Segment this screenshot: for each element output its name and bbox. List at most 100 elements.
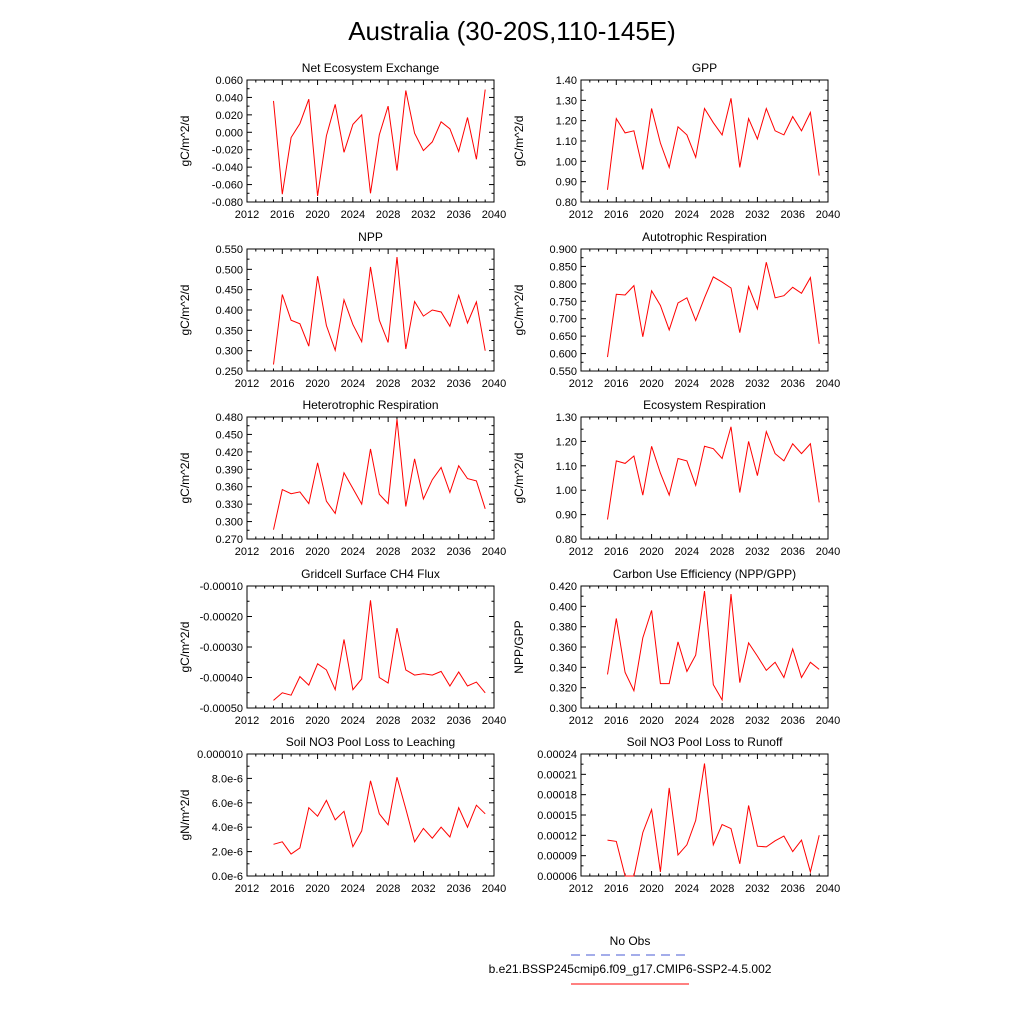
y-axis-label: gC/m^2/d bbox=[178, 116, 192, 167]
y-tick-label: -0.020 bbox=[212, 145, 243, 157]
y-tick-label: -0.00010 bbox=[200, 581, 243, 593]
series-line-0 bbox=[607, 98, 820, 190]
plot-frame bbox=[580, 79, 829, 203]
y-tick-label: 0.300 bbox=[215, 517, 243, 529]
x-tick-label: 2032 bbox=[745, 209, 769, 221]
y-tick-label: 0.00015 bbox=[537, 810, 577, 822]
x-tick-label: 2032 bbox=[745, 378, 769, 390]
x-tick-label: 2016 bbox=[270, 883, 294, 895]
y-tick-label: 2.0e-6 bbox=[212, 847, 243, 859]
x-tick-label: 2024 bbox=[341, 209, 365, 221]
x-tick-label: 2024 bbox=[341, 715, 365, 727]
x-tick-label: 2036 bbox=[780, 378, 804, 390]
y-tick-label: 1.30 bbox=[556, 95, 577, 107]
x-tick-label: 2024 bbox=[675, 546, 699, 558]
y-axis-label: gC/m^2/d bbox=[512, 285, 526, 336]
x-tick-label: 2036 bbox=[780, 715, 804, 727]
x-tick-label: 2024 bbox=[341, 883, 365, 895]
x-tick-label: 2012 bbox=[235, 209, 259, 221]
y-tick-label: 0.00012 bbox=[537, 830, 577, 842]
x-tick-label: 2028 bbox=[376, 715, 400, 727]
x-tick-label: 2012 bbox=[235, 883, 259, 895]
x-tick-label: 2028 bbox=[376, 883, 400, 895]
chart-panel-6: Gridcell Surface CH4 Flux gC/m^2/d 2012 201… bbox=[178, 567, 506, 727]
y-tick-label: 1.40 bbox=[556, 75, 577, 87]
y-tick-label: 0.80 bbox=[556, 197, 577, 209]
panel-title: Heterotrophic Respiration bbox=[302, 398, 438, 412]
y-tick-label: -0.060 bbox=[212, 180, 243, 192]
x-tick-label: 2036 bbox=[446, 546, 470, 558]
x-tick-label: 2032 bbox=[745, 546, 769, 558]
y-tick-label: 0.250 bbox=[215, 366, 243, 378]
y-axis-label: NPP/GPP bbox=[512, 620, 526, 673]
y-tick-label: 0.320 bbox=[549, 683, 577, 695]
y-tick-label: 1.20 bbox=[556, 436, 577, 448]
figure-title: Australia (30-20S,110-145E) bbox=[348, 16, 676, 46]
y-tick-label: 0.550 bbox=[215, 244, 243, 256]
y-tick-label: 0.480 bbox=[215, 412, 243, 424]
x-tick-label: 2036 bbox=[446, 209, 470, 221]
y-tick-label: 0.270 bbox=[215, 534, 243, 546]
series-line-0 bbox=[273, 600, 486, 701]
x-tick-label: 2020 bbox=[305, 546, 329, 558]
y-tick-label: -0.00040 bbox=[200, 673, 243, 685]
x-tick-label: 2016 bbox=[604, 209, 628, 221]
x-tick-label: 2012 bbox=[569, 883, 593, 895]
y-tick-label: -0.00020 bbox=[200, 612, 243, 624]
legend: No Obs b.e21.BSSP245cmip6.f09_g17.CMIP6-… bbox=[489, 934, 772, 985]
x-tick-label: 2036 bbox=[780, 883, 804, 895]
x-tick-label: 2032 bbox=[411, 546, 435, 558]
chart-panel-8: Soil NO3 Pool Loss to Leaching gN/m^2/d 20… bbox=[178, 735, 506, 895]
panels-group: Net Ecosystem Exchange gC/m^2/d 2012 2016 20… bbox=[178, 61, 840, 895]
x-tick-label: 2012 bbox=[569, 715, 593, 727]
chart-panel-2: NPP gC/m^2/d 2012 2016 2020 2024 2028 2032 2036 2… bbox=[178, 230, 506, 390]
x-tick-label: 2032 bbox=[411, 378, 435, 390]
x-tick-label: 2040 bbox=[816, 209, 840, 221]
y-tick-label: 0.420 bbox=[215, 447, 243, 459]
y-tick-label: 0.0e-6 bbox=[212, 871, 243, 883]
y-tick-label: 1.10 bbox=[556, 461, 577, 473]
y-tick-label: 0.420 bbox=[549, 581, 577, 593]
y-tick-label: 0.360 bbox=[549, 642, 577, 654]
y-tick-label: 0.390 bbox=[215, 464, 243, 476]
y-tick-label: 0.400 bbox=[215, 305, 243, 317]
x-tick-label: 2032 bbox=[411, 883, 435, 895]
y-axis-label: gC/m^2/d bbox=[512, 116, 526, 167]
y-tick-label: 0.450 bbox=[215, 285, 243, 297]
y-tick-label: 0.900 bbox=[549, 244, 577, 256]
x-tick-label: 2036 bbox=[780, 546, 804, 558]
y-tick-label: 0.060 bbox=[215, 75, 243, 87]
plot-frame bbox=[580, 248, 829, 372]
x-tick-label: 2020 bbox=[639, 546, 663, 558]
y-tick-label: -0.00030 bbox=[200, 642, 243, 654]
panel-title: Net Ecosystem Exchange bbox=[302, 61, 440, 75]
y-tick-label: 0.020 bbox=[215, 110, 243, 122]
y-tick-label: 0.850 bbox=[549, 261, 577, 273]
y-tick-label: 0.550 bbox=[549, 366, 577, 378]
y-tick-label: 1.20 bbox=[556, 116, 577, 128]
y-tick-label: 0.330 bbox=[215, 499, 243, 511]
chart-panel-9: Soil NO3 Pool Loss to Runoff 2012 2016 2020… bbox=[537, 735, 840, 895]
panel-title: Autotrophic Respiration bbox=[642, 230, 767, 244]
x-tick-label: 2024 bbox=[341, 378, 365, 390]
x-tick-label: 2012 bbox=[235, 715, 259, 727]
series-line-0 bbox=[273, 777, 486, 855]
x-tick-label: 2024 bbox=[675, 715, 699, 727]
y-axis-label: gC/m^2/d bbox=[178, 285, 192, 336]
x-tick-label: 2012 bbox=[235, 378, 259, 390]
x-tick-label: 2016 bbox=[604, 883, 628, 895]
series-line-0 bbox=[607, 426, 820, 520]
y-tick-label: 0.450 bbox=[215, 429, 243, 441]
x-tick-label: 2028 bbox=[710, 883, 734, 895]
panel-title: Carbon Use Efficiency (NPP/GPP) bbox=[613, 567, 796, 581]
y-tick-label: 0.300 bbox=[549, 703, 577, 715]
x-tick-label: 2016 bbox=[270, 209, 294, 221]
x-tick-label: 2028 bbox=[710, 715, 734, 727]
y-tick-label: -0.040 bbox=[212, 162, 243, 174]
x-tick-label: 2032 bbox=[411, 715, 435, 727]
y-tick-label: 0.00021 bbox=[537, 769, 577, 781]
y-tick-label: 0.90 bbox=[556, 177, 577, 189]
x-tick-label: 2020 bbox=[639, 883, 663, 895]
y-tick-label: 0.750 bbox=[549, 296, 577, 308]
